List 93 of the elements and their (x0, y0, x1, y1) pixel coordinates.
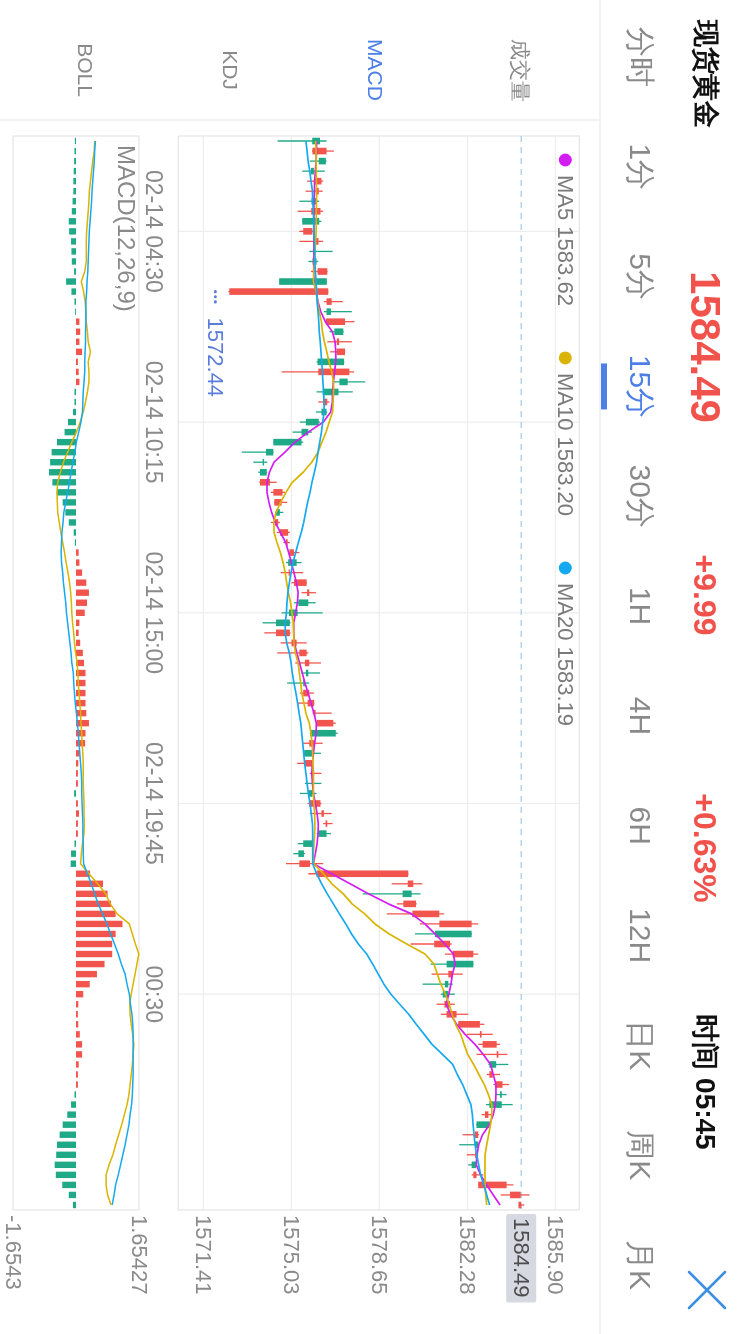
bar (72, 408, 76, 416)
ref-line-label: 1584.49 (508, 1218, 534, 1298)
bar (69, 228, 76, 235)
bar (76, 1021, 79, 1028)
tick-label: 1578.65 (366, 1215, 392, 1295)
bar (72, 1201, 76, 1209)
category-label: 02-14 19:45 (141, 742, 168, 865)
bar (68, 418, 76, 426)
bar (76, 599, 88, 606)
bar (59, 1131, 76, 1138)
bar (71, 288, 76, 295)
bar (68, 1191, 76, 1199)
quote-label: 时间 05:45 (689, 1014, 721, 1150)
bar (76, 318, 80, 325)
tab-label: 6H (623, 806, 657, 845)
bar (62, 1181, 76, 1189)
bar (76, 980, 90, 988)
bar (71, 1101, 76, 1108)
bar (76, 810, 80, 817)
quote-label: +0.63% (687, 793, 723, 903)
title: 现货黄金 (691, 20, 721, 128)
side-tab-label: MACD (363, 39, 387, 101)
legend-label: MA5 1583.62 (552, 175, 578, 306)
tab-label: 分时 (623, 27, 657, 87)
bar (73, 188, 76, 195)
quote-label: 1584.49 (681, 271, 729, 423)
side-tab-label: KDJ (218, 50, 242, 90)
category-label: 02-14 04:30 (141, 169, 168, 293)
bar (76, 760, 79, 767)
bar (76, 991, 84, 998)
bar (54, 1161, 76, 1169)
tab-label: 4H (623, 696, 657, 736)
category-label: 00:30 (141, 965, 168, 1023)
bar (65, 509, 76, 516)
bar (76, 348, 83, 355)
bar (76, 940, 113, 948)
tab-label: 周K (623, 1130, 657, 1181)
tab-label: 月K (623, 1240, 657, 1290)
category-label: 02-14 15:00 (141, 551, 168, 675)
tab-label: 5分 (623, 253, 657, 300)
bar (73, 177, 76, 185)
bar (55, 1171, 76, 1179)
bar (76, 930, 116, 938)
bar (76, 970, 97, 978)
bar (76, 960, 105, 968)
bar (76, 910, 116, 918)
bar (67, 1111, 76, 1118)
bar (76, 1031, 80, 1038)
bar (76, 1041, 83, 1048)
side-tab-label: BOLL (73, 43, 97, 97)
bar (68, 519, 76, 526)
legend-label: MA20 1583.19 (552, 583, 578, 727)
bar (71, 238, 76, 245)
bar (76, 559, 80, 566)
tab-label: 日K (623, 1020, 657, 1071)
annotation-label: 1572.44 (202, 317, 228, 398)
category-label: 02-14 10:15 (141, 360, 168, 484)
bar (76, 649, 83, 657)
tick-label: 1582.28 (455, 1215, 480, 1295)
bar (76, 950, 113, 958)
bar (66, 278, 76, 285)
bar (76, 589, 89, 596)
bar (56, 1141, 76, 1148)
bar (76, 549, 79, 556)
chart-title: MACD(12,26,9) (112, 145, 140, 312)
bar (71, 258, 76, 265)
bar (71, 248, 76, 255)
bar (76, 569, 83, 576)
bar (76, 1061, 79, 1068)
tick-label: -1.6543 (0, 1215, 26, 1290)
tick-label: 1571.41 (190, 1215, 216, 1295)
bar (68, 218, 76, 225)
bar (62, 1121, 76, 1128)
bar (56, 1151, 76, 1158)
bar (76, 629, 79, 637)
bar (76, 920, 123, 928)
quote-label: +9.99 (687, 554, 723, 636)
bar (76, 368, 79, 376)
tab-label: 1H (623, 586, 657, 626)
tab-label: 30分 (623, 464, 657, 528)
bar (76, 609, 85, 616)
tick-label: 1585.90 (543, 1215, 568, 1295)
side-tab-label: 成交量 (508, 38, 532, 102)
bar (76, 579, 87, 586)
tick-label: 1575.03 (278, 1215, 304, 1295)
tab-label: 12H (623, 908, 657, 964)
tab-label: 15分 (623, 354, 657, 419)
tick-label: 1.65427 (126, 1215, 152, 1295)
bar (71, 850, 76, 857)
bar (76, 1051, 83, 1058)
tab-label: 1分 (623, 143, 657, 191)
legend-label: MA10 1583.20 (552, 372, 578, 516)
bar (73, 529, 76, 536)
